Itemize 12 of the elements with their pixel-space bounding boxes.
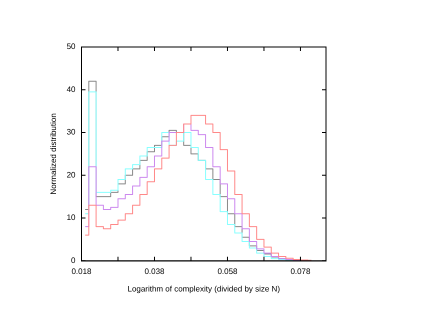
y-tick-label: 50 xyxy=(66,42,76,52)
y-tick-label: 0 xyxy=(71,256,76,266)
y-tick-label: 10 xyxy=(66,213,76,222)
x-tick-label: 0.078 xyxy=(290,266,312,276)
x-tick-label: 0.058 xyxy=(217,266,238,276)
y-axis-title: Normalized distribution xyxy=(49,113,58,195)
x-axis-title: Logarithm of complexity (divided by size N) xyxy=(127,284,280,294)
y-tick-label: 30 xyxy=(66,128,76,137)
y-tick-label: 20 xyxy=(66,170,76,180)
x-tick-label: 0.018 xyxy=(71,266,92,276)
y-tick-label: 40 xyxy=(66,84,76,94)
x-tick-label: 0.038 xyxy=(144,266,166,276)
